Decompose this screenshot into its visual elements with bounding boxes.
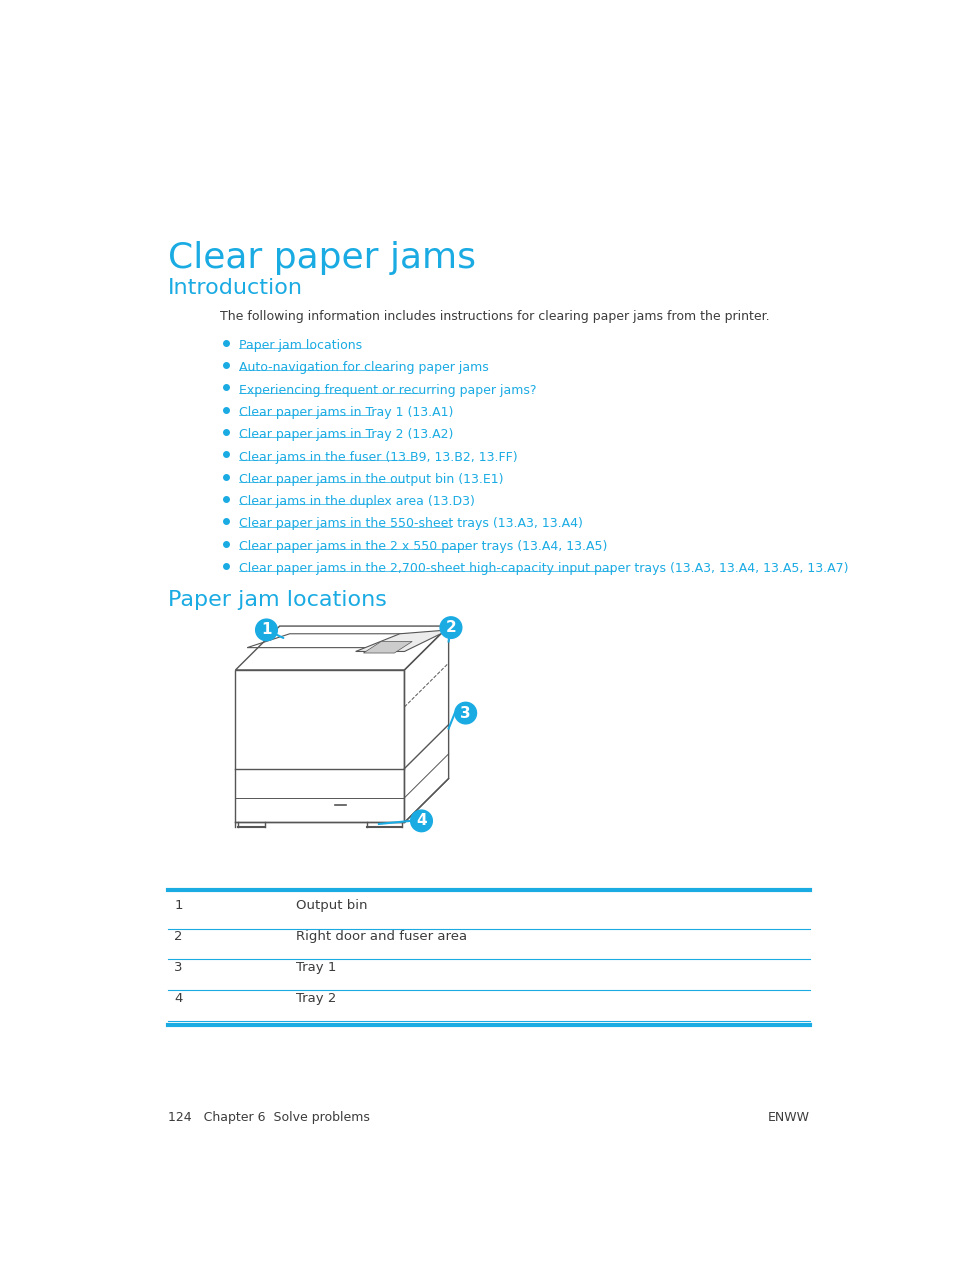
Text: Clear paper jams in the 550-sheet trays (13.A3, 13.A4): Clear paper jams in the 550-sheet trays …: [239, 517, 582, 530]
Text: Clear paper jams in Tray 2 (13.A2): Clear paper jams in Tray 2 (13.A2): [239, 428, 454, 441]
Text: Clear paper jams in the output bin (13.E1): Clear paper jams in the output bin (13.E…: [239, 473, 503, 486]
Text: Clear paper jams in the 2,700-sheet high-capacity input paper trays (13.A3, 13.A: Clear paper jams in the 2,700-sheet high…: [239, 562, 848, 576]
Text: Tray 1: Tray 1: [295, 961, 336, 974]
Circle shape: [455, 703, 476, 724]
Text: 1: 1: [261, 623, 272, 638]
Text: Introduction: Introduction: [168, 278, 303, 297]
Text: Auto-navigation for clearing paper jams: Auto-navigation for clearing paper jams: [239, 361, 489, 374]
Text: Tray 2: Tray 2: [295, 991, 336, 1005]
Polygon shape: [355, 630, 448, 652]
Text: 3: 3: [174, 961, 183, 974]
Text: 4: 4: [416, 813, 426, 829]
Text: 2: 2: [445, 620, 456, 636]
Circle shape: [439, 616, 461, 638]
Text: The following information includes instructions for clearing paper jams from the: The following information includes instr…: [220, 310, 769, 323]
Text: ENWW: ENWW: [767, 1111, 809, 1124]
Text: Experiencing frequent or recurring paper jams?: Experiencing frequent or recurring paper…: [239, 384, 537, 397]
Text: 2: 2: [174, 930, 183, 943]
Text: Clear jams in the duplex area (13.D3): Clear jams in the duplex area (13.D3): [239, 496, 475, 508]
Text: Paper jam locations: Paper jam locations: [168, 590, 387, 610]
Text: Right door and fuser area: Right door and fuser area: [295, 930, 467, 943]
Text: Clear paper jams in the 2 x 550 paper trays (13.A4, 13.A5): Clear paper jams in the 2 x 550 paper tr…: [239, 540, 607, 553]
Polygon shape: [363, 642, 412, 653]
Text: 1: 1: [174, 900, 183, 913]
Text: Clear jams in the fuser (13.B9, 13.B2, 13.FF): Clear jams in the fuser (13.B9, 13.B2, 1…: [239, 450, 517, 464]
Circle shape: [255, 619, 277, 641]
Text: Clear paper jams: Clear paper jams: [168, 241, 476, 275]
Text: 124   Chapter 6  Solve problems: 124 Chapter 6 Solve problems: [168, 1111, 370, 1124]
Text: 3: 3: [460, 705, 471, 721]
Text: Clear paper jams in Tray 1 (13.A1): Clear paper jams in Tray 1 (13.A1): [239, 405, 454, 419]
Text: Paper jam locations: Paper jam locations: [239, 339, 362, 352]
Circle shape: [410, 810, 432, 831]
Text: 4: 4: [174, 991, 182, 1005]
Text: Output bin: Output bin: [295, 900, 367, 913]
